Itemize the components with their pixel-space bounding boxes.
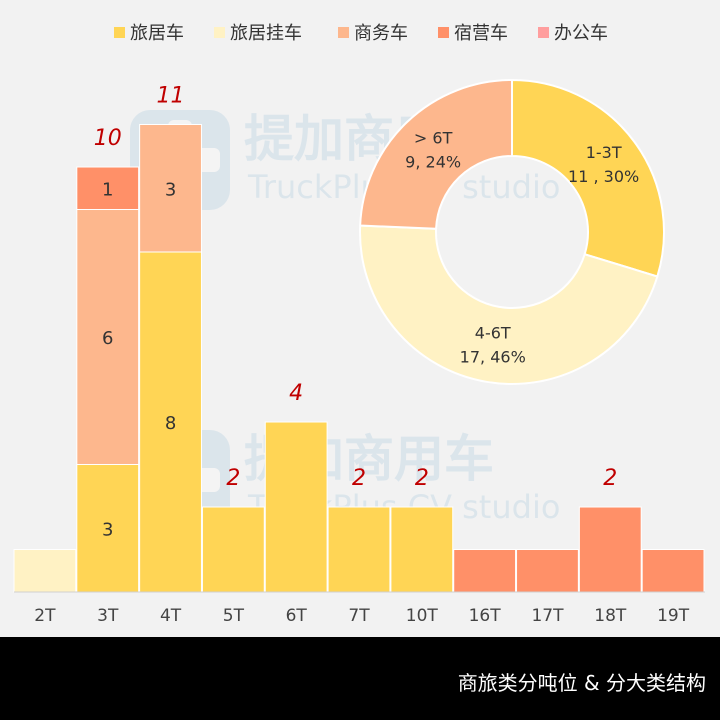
x-tick-label: 19T [657, 606, 690, 626]
x-tick-label: 18T [594, 606, 627, 626]
bar-segment [139, 251, 202, 593]
x-tick-label: 6T [286, 606, 308, 626]
bar-segment [76, 209, 140, 465]
x-tick-label: 4T [160, 606, 182, 626]
donut-slice-label: 4-6T [475, 323, 511, 342]
segment-label: 3 [165, 179, 176, 200]
donut-slice-label: > 6T [414, 129, 453, 148]
donut-slice [359, 224, 659, 385]
bar-segment [201, 506, 265, 593]
legend-label: 办公车 [554, 23, 608, 44]
total-label: 4 [289, 381, 303, 406]
x-tick-label: 3T [97, 606, 119, 626]
legend-swatch [438, 27, 449, 38]
bar-chart: 3 6 1 8 3 10 11 2 4 2 2 2 [13, 84, 705, 593]
legend-swatch [214, 27, 225, 38]
donut-slice [511, 78, 665, 278]
total-label: 2 [226, 466, 240, 491]
bar-segment [264, 421, 328, 593]
legend-label: 旅居挂车 [230, 23, 302, 44]
donut-chart: 1-3T 11 , 30% 4-6T 17, 46% > 6T 9, 24% [359, 78, 665, 385]
bar-segment [390, 506, 454, 593]
legend-label: 商务车 [354, 23, 408, 44]
segment-label: 3 [102, 519, 113, 540]
total-label: 2 [352, 466, 366, 491]
legend: 旅居车 旅居挂车 商务车 宿营车 办公车 [114, 23, 608, 44]
donut-slice-label: 1-3T [586, 143, 622, 162]
legend-swatch [338, 27, 349, 38]
footer-caption: 商旅类分吨位 & 分大类结构 [457, 671, 706, 695]
legend-label: 旅居车 [130, 23, 184, 44]
legend-label: 宿营车 [454, 23, 508, 44]
x-tick-label: 7T [348, 606, 370, 626]
legend-item: 办公车 [538, 23, 608, 44]
legend-item: 商务车 [338, 23, 408, 44]
bar-segment [139, 124, 202, 253]
donut-slice-value: 17, 46% [460, 347, 526, 366]
total-label: 2 [603, 466, 617, 491]
x-tick-label: 16T [469, 606, 502, 626]
bar-segment [76, 166, 140, 210]
donut-slice-value: 11 , 30% [568, 167, 639, 186]
footer-bar: 商旅类分吨位 & 分大类结构 [0, 637, 720, 720]
bar-segment [13, 549, 77, 593]
donut-slice-value: 9, 24% [405, 153, 461, 172]
legend-item: 旅居挂车 [214, 23, 302, 44]
donut-slice [359, 78, 513, 230]
total-label: 11 [157, 84, 185, 109]
x-tick-label: 17T [531, 606, 564, 626]
segment-label: 6 [102, 328, 113, 349]
segment-label: 1 [102, 179, 113, 200]
bar-segment [578, 506, 642, 593]
total-label: 2 [415, 466, 429, 491]
x-axis: 2T 3T 4T 5T 6T 7T 10T 16T 17T 18T 19T [14, 591, 705, 626]
legend-swatch [114, 27, 125, 38]
total-label: 10 [94, 126, 122, 151]
bar-segment [641, 549, 705, 593]
bar-segment [453, 549, 517, 593]
x-tick-label: 10T [406, 606, 439, 626]
bar-segment [327, 506, 391, 593]
legend-swatch [538, 27, 549, 38]
legend-item: 旅居车 [114, 23, 184, 44]
legend-item: 宿营车 [438, 23, 508, 44]
x-tick-label: 5T [223, 606, 245, 626]
segment-label: 8 [165, 413, 176, 434]
x-tick-label: 2T [34, 606, 56, 626]
bar-segment [516, 549, 579, 593]
